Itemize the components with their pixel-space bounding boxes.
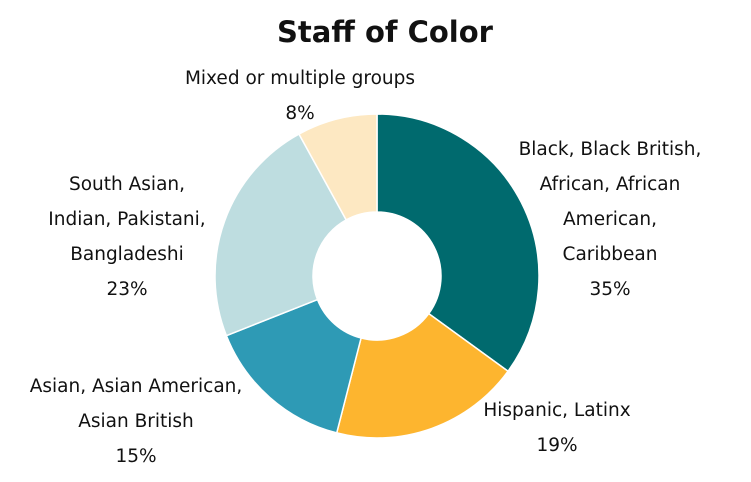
chart-title: Staff of Color <box>277 15 494 49</box>
labels-layer: Black, Black British, African, African Ame… <box>30 68 702 467</box>
donut-slice-2 <box>335 312 510 439</box>
slice-value-label: 19% <box>536 435 577 456</box>
slice-category-label: South Asian, <box>69 174 185 195</box>
slice-value-label: 15% <box>115 446 156 467</box>
slice-category-label: Mixed or multiple groups <box>185 68 415 89</box>
slice-value-label: 23% <box>106 279 147 300</box>
slice-category-label: Indian, Pakistani, <box>48 209 205 230</box>
slices-layer <box>214 113 540 439</box>
slice-category-label: Caribbean <box>563 244 658 265</box>
slice-category-label: Bangladeshi <box>70 244 184 265</box>
slice-value-label: 35% <box>589 279 630 300</box>
slice-label-3: Asian, Asian American, Asian British 15% <box>30 376 243 467</box>
donut-slice-4 <box>214 133 348 337</box>
slice-label-4: South Asian, Indian, Pakistani, Bangladesh… <box>48 174 205 300</box>
slice-category-label: American, <box>563 209 657 230</box>
slice-category-label: Hispanic, Latinx <box>483 400 630 421</box>
slice-label-5: Mixed or multiple groups 8% <box>185 68 415 124</box>
donut-slice-3 <box>225 298 362 434</box>
slice-category-label: Black, Black British, <box>519 139 702 160</box>
slice-label-2: Hispanic, Latinx 19% <box>483 400 630 456</box>
donut-slice-5 <box>297 113 378 221</box>
slice-value-label: 8% <box>285 103 314 124</box>
donut-slice-1 <box>376 113 540 373</box>
slice-category-label: African, African <box>540 174 681 195</box>
slice-category-label: Asian, Asian American, <box>30 376 243 397</box>
slice-category-label: Asian British <box>78 411 194 432</box>
slice-label-1: Black, Black British, African, African Ame… <box>519 139 702 300</box>
